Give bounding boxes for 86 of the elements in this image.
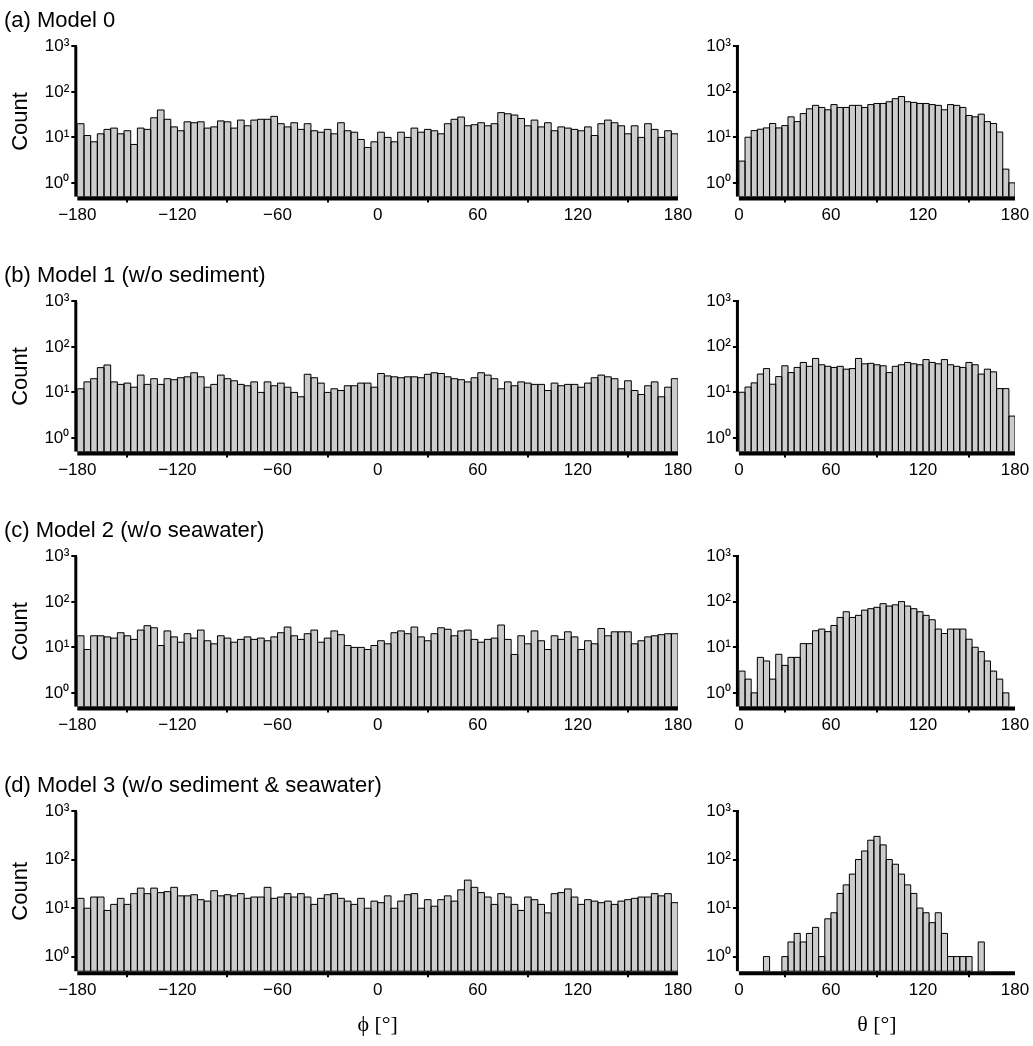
x-tick-label: 180 <box>663 715 693 735</box>
y-axis-title: Count <box>7 602 33 661</box>
y-tick-label: 10² <box>44 849 70 869</box>
x-tick-label: 0 <box>372 715 383 735</box>
x-axis-title: θ [°] <box>857 1010 897 1036</box>
x-tick-label: 60 <box>468 980 488 1000</box>
x-tick-label: 120 <box>908 980 938 1000</box>
x-axis-title: ϕ [°] <box>357 1010 398 1036</box>
x-tick-label: 180 <box>1000 715 1030 735</box>
y-tick-label: 10⁰ <box>705 682 731 702</box>
y-tick-label: 10¹ <box>706 636 732 656</box>
x-tick-label: 120 <box>908 715 938 735</box>
x-tick-label: 180 <box>1000 460 1030 480</box>
y-tick-label: 10⁰ <box>705 427 731 447</box>
y-tick-label: 10² <box>706 336 732 356</box>
x-tick-label: 120 <box>563 715 593 735</box>
y-tick-label: 10¹ <box>706 126 732 146</box>
x-tick-label: 0 <box>372 980 383 1000</box>
y-tick-label: 10³ <box>44 801 70 821</box>
x-tick-label: 180 <box>663 460 693 480</box>
x-tick-label: 120 <box>563 460 593 480</box>
y-tick-label: 10³ <box>44 546 70 566</box>
x-tick-label: 60 <box>468 460 488 480</box>
x-tick-label: 0 <box>734 205 744 225</box>
x-tick-label: 0 <box>734 715 744 735</box>
x-tick-label: 0 <box>372 460 383 480</box>
y-tick-label: 10³ <box>44 36 70 56</box>
y-tick-label: 10² <box>44 591 70 611</box>
x-tick-label: 0 <box>372 205 383 225</box>
y-tick-label: 10³ <box>706 35 732 55</box>
y-tick-label: 10³ <box>706 545 732 565</box>
x-tick-label: 120 <box>563 980 593 1000</box>
x-tick-label: −60 <box>263 460 292 480</box>
x-tick-label: −120 <box>158 980 197 1000</box>
x-tick-label: −180 <box>58 980 97 1000</box>
y-tick-label: 10⁰ <box>705 946 731 966</box>
y-axis-title: Count <box>7 92 33 151</box>
y-tick-label: 10⁰ <box>44 946 70 966</box>
y-tick-label: 10² <box>706 849 732 869</box>
x-tick-label: 180 <box>663 205 693 225</box>
x-tick-label: −180 <box>58 460 97 480</box>
y-tick-label: 10³ <box>706 800 732 820</box>
x-tick-label: 60 <box>821 715 841 735</box>
y-tick-label: 10² <box>44 336 70 356</box>
y-tick-label: 10⁰ <box>705 172 731 192</box>
y-tick-label: 10² <box>44 81 70 101</box>
x-tick-label: −180 <box>58 205 97 225</box>
x-tick-label: 180 <box>1000 205 1030 225</box>
x-tick-label: 60 <box>821 205 841 225</box>
x-tick-label: 60 <box>821 460 841 480</box>
chart-title: (a) Model 0 <box>4 7 116 33</box>
x-tick-label: −60 <box>263 715 292 735</box>
x-tick-label: 120 <box>908 460 938 480</box>
x-tick-label: 120 <box>563 205 593 225</box>
chart-title: (c) Model 2 (w/o seawater) <box>4 517 265 543</box>
y-tick-label: 10¹ <box>44 897 70 917</box>
x-tick-label: 180 <box>663 980 693 1000</box>
y-tick-label: 10⁰ <box>44 682 70 702</box>
x-tick-label: −120 <box>158 460 197 480</box>
y-tick-label: 10³ <box>44 291 70 311</box>
y-tick-label: 10¹ <box>44 382 70 402</box>
x-tick-label: −60 <box>263 980 292 1000</box>
x-tick-label: 0 <box>734 460 744 480</box>
y-tick-label: 10² <box>706 591 732 611</box>
y-axis-title: Count <box>7 861 33 921</box>
x-tick-label: 60 <box>468 715 488 735</box>
y-tick-label: 10⁰ <box>44 172 70 192</box>
y-tick-label: 10² <box>706 81 732 101</box>
y-tick-label: 10⁰ <box>44 427 70 447</box>
x-tick-label: 180 <box>1000 980 1030 1000</box>
y-axis-title: Count <box>7 347 33 406</box>
chart-title: (b) Model 1 (w/o sediment) <box>4 262 266 288</box>
y-tick-label: 10¹ <box>44 637 70 657</box>
y-tick-label: 10¹ <box>706 897 732 917</box>
y-tick-label: 10¹ <box>706 381 732 401</box>
x-tick-label: −120 <box>158 205 197 225</box>
x-tick-label: 60 <box>468 205 488 225</box>
x-tick-label: −180 <box>58 715 97 735</box>
x-tick-label: −120 <box>158 715 197 735</box>
y-tick-label: 10¹ <box>44 127 70 147</box>
chart-title: (d) Model 3 (w/o sediment & seawater) <box>4 772 382 798</box>
y-tick-label: 10³ <box>706 290 732 310</box>
x-tick-label: 60 <box>821 980 841 1000</box>
x-tick-label: 0 <box>734 980 744 1000</box>
x-tick-label: 120 <box>908 205 938 225</box>
x-tick-label: −60 <box>263 205 292 225</box>
